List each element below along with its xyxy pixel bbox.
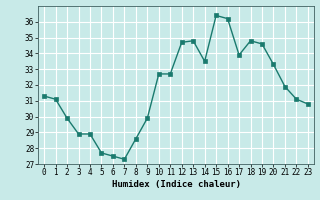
X-axis label: Humidex (Indice chaleur): Humidex (Indice chaleur) — [111, 180, 241, 189]
